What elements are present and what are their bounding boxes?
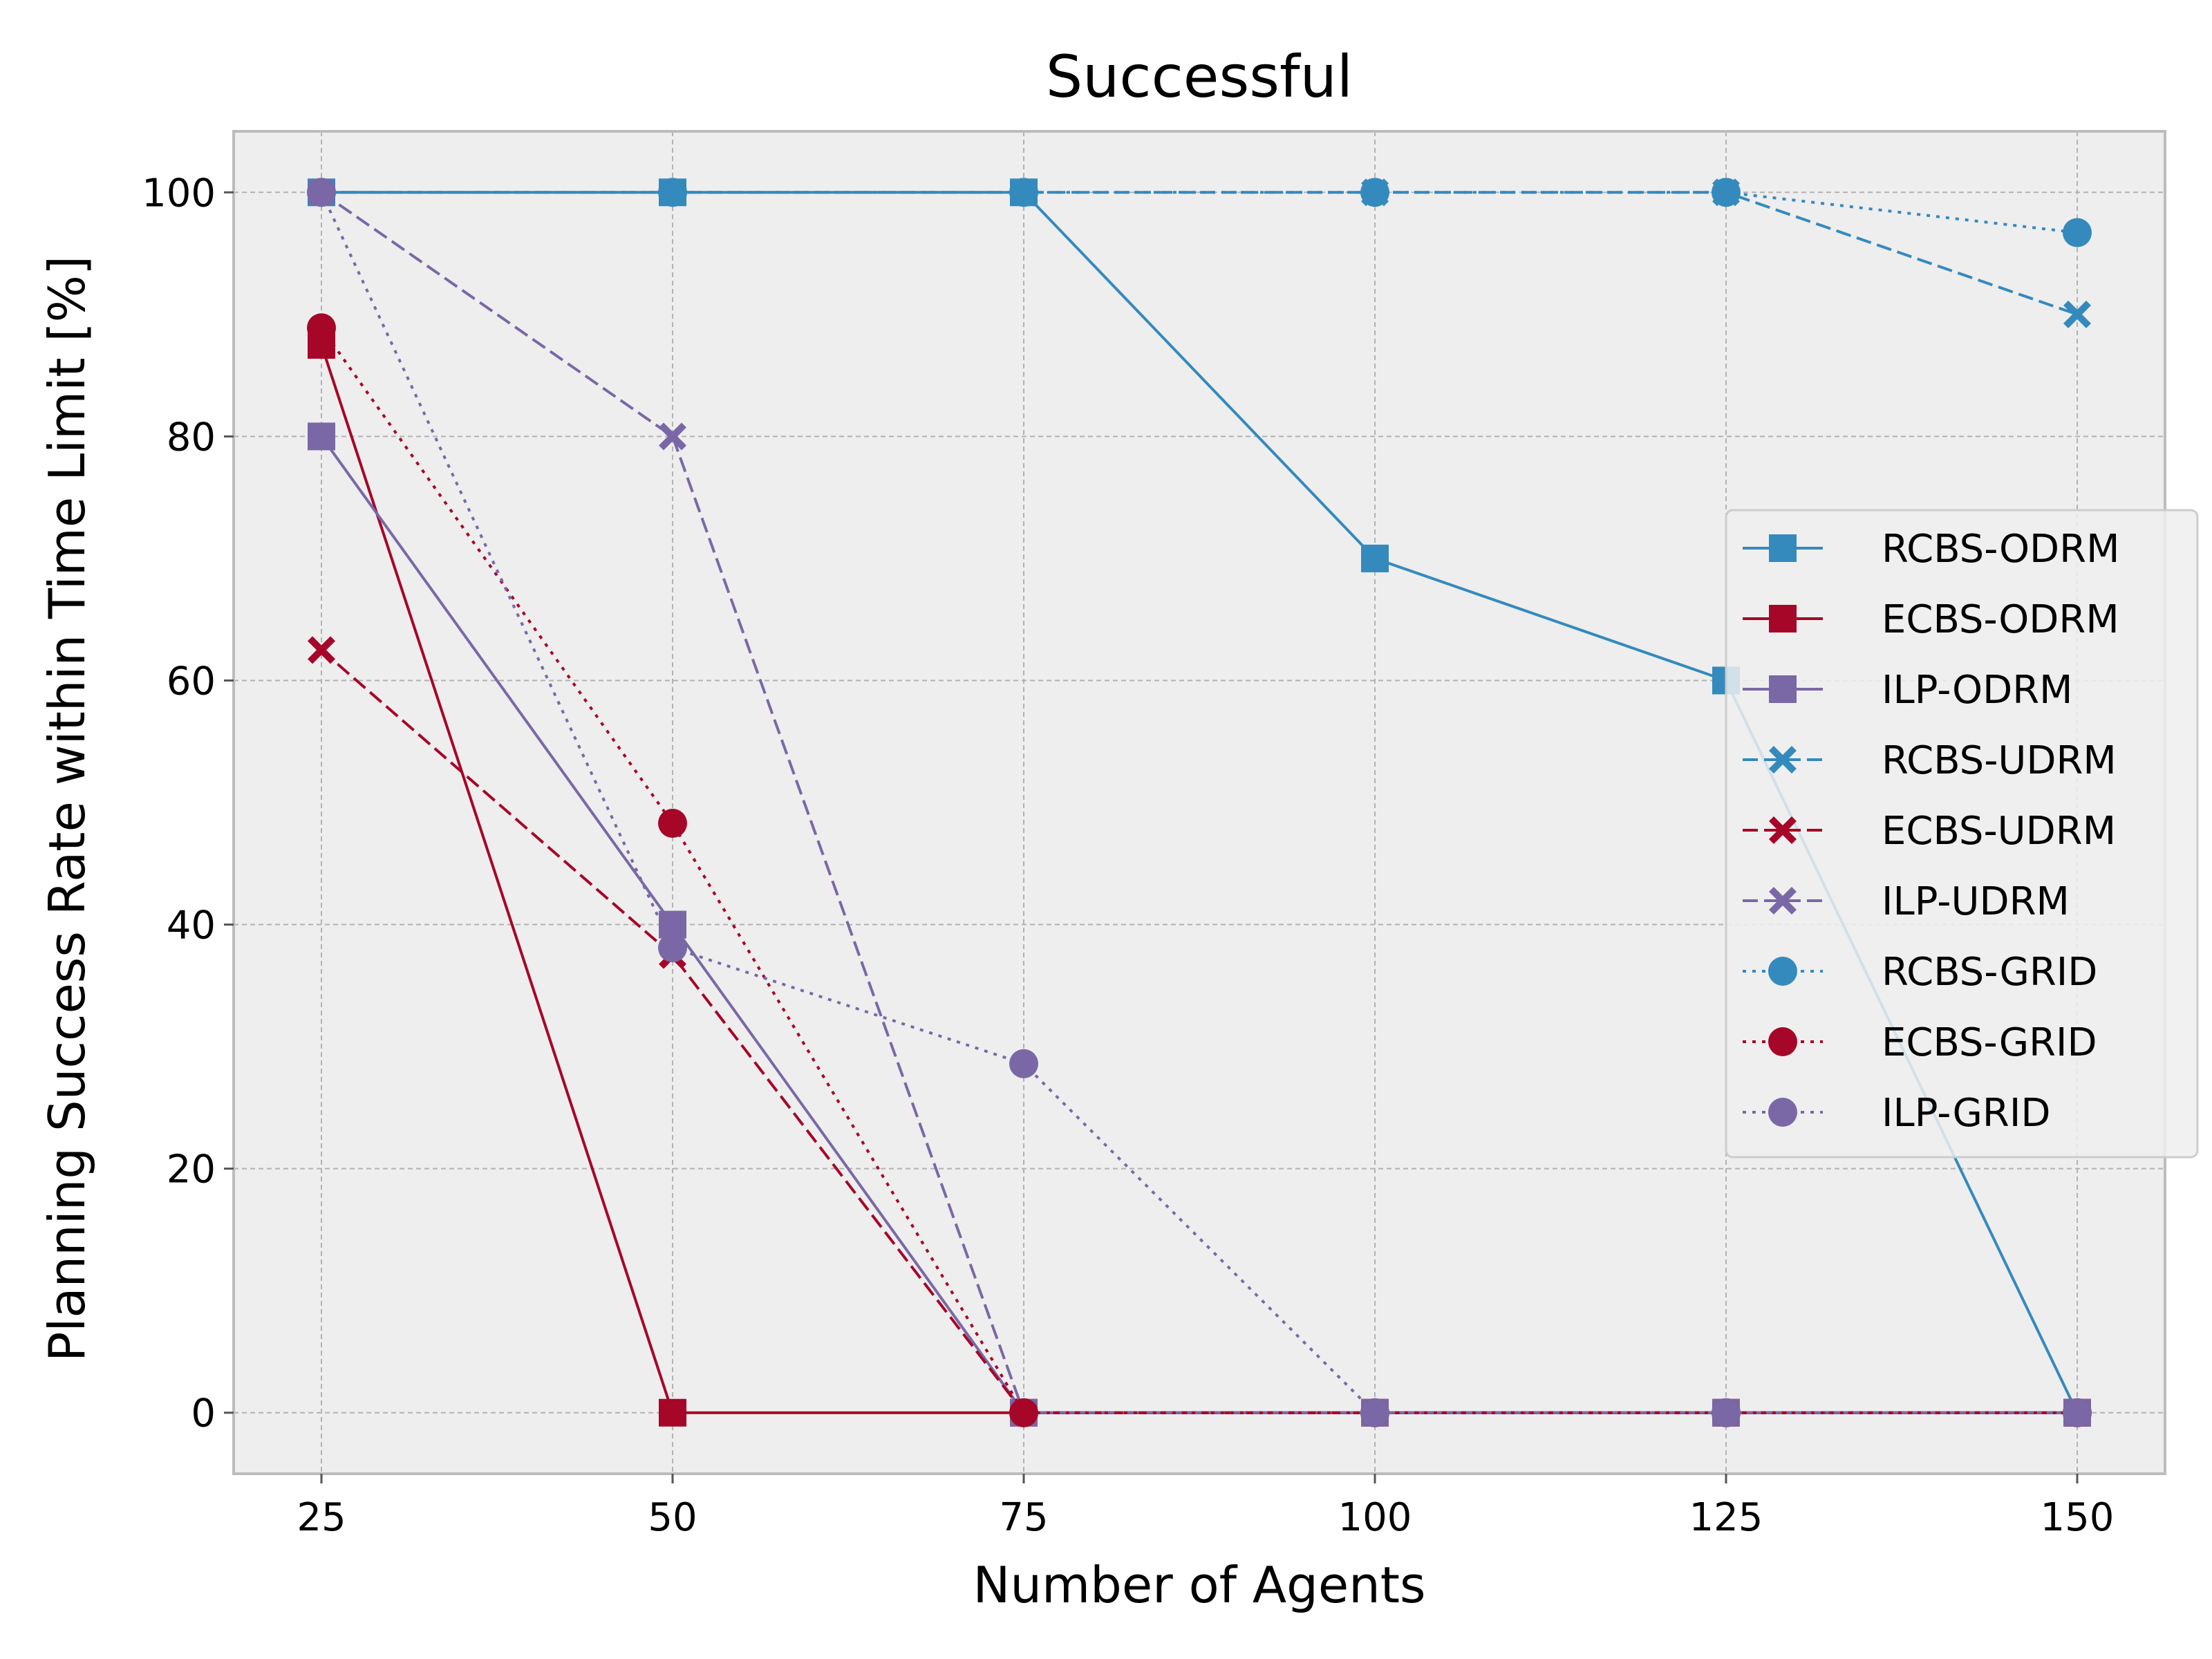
data-point (1009, 1049, 1038, 1078)
x-tick-label: 75 (999, 1495, 1048, 1540)
data-point (658, 178, 687, 207)
legend-item: RCBS-UDRM (1743, 738, 2117, 783)
x-axis-label: Number of Agents (973, 1556, 1425, 1614)
data-point (1009, 178, 1038, 207)
y-axis-label: Planning Success Rate within Time Limit … (38, 256, 96, 1362)
data-point (2063, 300, 2091, 328)
data-point (1712, 178, 1741, 207)
x-tick-label: 50 (648, 1495, 697, 1540)
data-point (2063, 218, 2092, 247)
legend-item: ILP-UDRM (1743, 879, 2070, 924)
legend-item: ECBS-ODRM (1743, 597, 2119, 642)
legend-label: ILP-UDRM (1882, 879, 2070, 924)
legend-marker (1768, 1098, 1797, 1127)
legend-item: RCBS-ODRM (1743, 527, 2119, 572)
data-point (658, 809, 687, 838)
legend-marker (1769, 887, 1797, 915)
x-tick-label: 125 (1689, 1495, 1763, 1540)
data-point (1009, 1398, 1038, 1427)
y-tick-label: 100 (142, 171, 216, 216)
data-point (308, 422, 335, 451)
y-tick-label: 20 (167, 1147, 216, 1192)
legend-item: ECBS-GRID (1743, 1020, 2097, 1065)
data-point (1361, 544, 1389, 572)
legend-label: ECBS-GRID (1882, 1020, 2097, 1065)
data-point (1360, 1398, 1389, 1427)
legend: RCBS-ODRM ECBS-ODRM ILP-ODRM RCBS-UDRM ECBS-… (1725, 509, 2199, 1159)
chart-title: Successful (1046, 43, 1353, 111)
legend-item: RCBS-GRID (1743, 950, 2097, 995)
legend-marker (1769, 746, 1797, 774)
series-ilp-grid (307, 178, 2092, 1427)
y-tick-label: 60 (167, 659, 216, 704)
legend-label: ILP-GRID (1882, 1091, 2050, 1136)
x-tick-label: 25 (297, 1495, 346, 1540)
y-tick-label: 0 (191, 1391, 216, 1436)
legend-marker (1768, 957, 1797, 986)
legend-label: ECBS-UDRM (1882, 809, 2116, 854)
data-point (1712, 1398, 1741, 1427)
data-point (307, 178, 336, 207)
legend-marker (1768, 1027, 1797, 1056)
data-point (658, 933, 687, 963)
legend-box (1725, 509, 2199, 1159)
data-point (659, 422, 686, 451)
legend-marker (1769, 605, 1797, 632)
data-point (1360, 178, 1389, 207)
data-point (659, 1398, 686, 1427)
legend-marker (1769, 816, 1797, 844)
y-tick-label: 40 (167, 903, 216, 948)
series-line (320, 327, 2077, 1414)
legend-label: RCBS-ODRM (1882, 527, 2119, 572)
series-line (321, 191, 2078, 234)
legend-marker (1769, 534, 1797, 562)
legend-label: ECBS-ODRM (1882, 597, 2119, 642)
legend-label: RCBS-UDRM (1882, 738, 2117, 783)
series-line (320, 191, 2077, 1414)
ticks: 25 50 75 100 125 150 0 20 40 60 80 100 (142, 171, 2114, 1540)
legend-item: ECBS-UDRM (1743, 809, 2116, 854)
x-tick-label: 100 (1338, 1495, 1412, 1540)
legend-marker (1769, 675, 1797, 703)
legend-label: RCBS-GRID (1882, 950, 2097, 995)
x-tick-label: 150 (2041, 1495, 2115, 1540)
data-point (307, 313, 336, 343)
legend-item: ILP-ODRM (1743, 668, 2072, 713)
y-tick-label: 80 (167, 415, 216, 460)
legend-item: ILP-GRID (1743, 1091, 2050, 1136)
legend-label: ILP-ODRM (1882, 668, 2072, 713)
data-point (308, 636, 335, 664)
data-point (2063, 1398, 2092, 1427)
